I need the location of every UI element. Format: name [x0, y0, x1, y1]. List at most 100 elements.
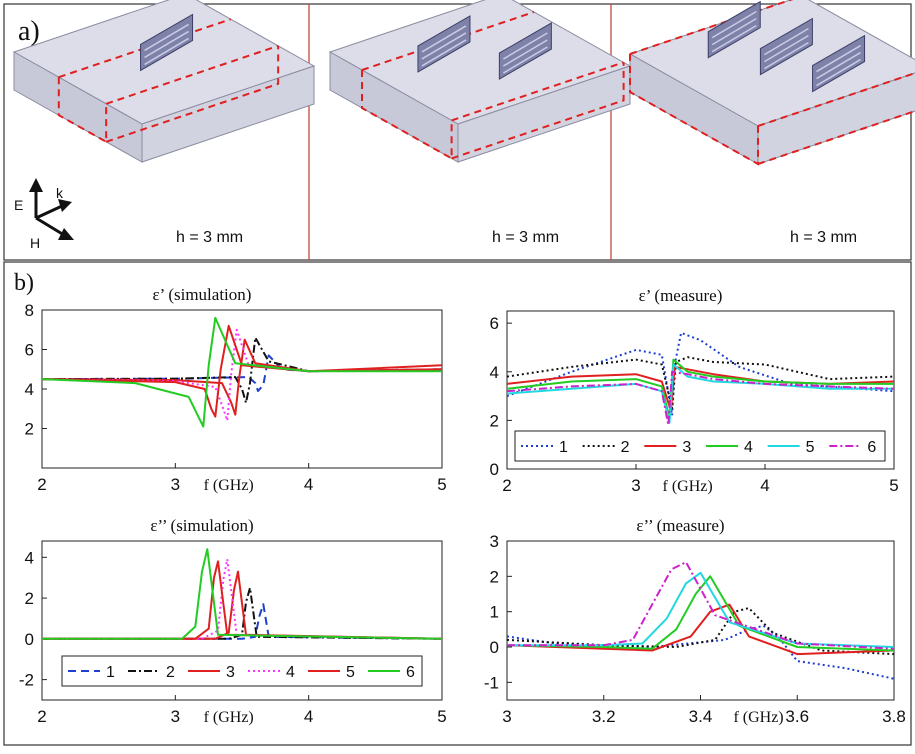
x-tick-label: 5	[437, 707, 446, 726]
legend-box	[514, 430, 886, 462]
y-tick-label: 6	[25, 341, 34, 360]
panel-a-frame	[3, 3, 912, 261]
axis-e-label: E	[14, 197, 23, 213]
resonator-strip	[421, 39, 467, 67]
height-label-3: h = 3 mm	[790, 229, 857, 246]
y-tick-label: 4	[25, 548, 34, 567]
y-tick-label: 0	[25, 630, 34, 649]
y-tick-label: 2	[490, 411, 499, 430]
axis-h-label: H	[30, 235, 40, 251]
series-group	[507, 331, 894, 427]
series-group	[42, 316, 442, 428]
resonator-1	[707, 0, 761, 59]
resonator-body	[707, 0, 761, 59]
resonator-body	[417, 15, 471, 73]
resonator-2	[759, 17, 813, 76]
chart-3: 2 3 4 5 -2 0 2 4 ε’’ (simulation) f (GHz) 1 2 3 4 5 6	[19, 516, 447, 726]
chart-title: ε’ (measure)	[639, 286, 723, 305]
y-tick-label: 0	[490, 460, 499, 479]
x-tick-label: 3	[631, 476, 640, 495]
y-tick-label: 6	[490, 314, 499, 333]
x-tick-label: 3	[171, 475, 180, 494]
y-tick-label: 2	[490, 567, 499, 586]
legend: 1 2 3 4 5 6	[514, 430, 886, 462]
legend-label-2: 2	[621, 439, 630, 456]
resonator-1	[140, 13, 194, 72]
substrate-box-1	[12, 0, 316, 163]
y-tick-label: -1	[484, 673, 499, 692]
cell-boundary-right	[105, 44, 279, 105]
legend-label-4: 4	[286, 664, 295, 681]
resonator-body	[759, 17, 813, 76]
height-label-1: h = 3 mm	[176, 229, 243, 246]
y-tick-label: 2	[25, 589, 34, 608]
resonator-body	[498, 22, 552, 80]
resonator-strip	[711, 17, 757, 46]
legend-box	[61, 655, 423, 687]
chart-title: ε’’ (measure)	[636, 516, 724, 535]
resonator-strip	[764, 41, 809, 70]
legend-label-1: 1	[106, 664, 115, 681]
legend-label-5: 5	[806, 439, 815, 456]
resonator-2	[498, 22, 552, 80]
x-tick-label: 4	[304, 475, 313, 494]
cell-boundary-side	[451, 62, 625, 160]
box-side	[141, 65, 315, 163]
series-line-6	[507, 561, 894, 650]
field-orientation-icon: E k H	[14, 178, 74, 251]
cell-boundary-side	[105, 45, 280, 143]
panel-b-frame	[3, 261, 912, 746]
resonator-strip	[711, 10, 757, 39]
y-tick-label: 0	[490, 638, 499, 657]
box-side	[457, 65, 631, 163]
resonator-strip	[421, 25, 467, 53]
resonator-body	[140, 13, 194, 72]
chart-title: ε’ (simulation)	[153, 285, 252, 304]
cell-boundary-front	[57, 77, 108, 144]
legend-label-5: 5	[346, 664, 355, 681]
substrate-box-2	[328, 0, 632, 163]
resonator-strip	[816, 58, 861, 87]
resonator-boxes	[12, 0, 915, 166]
legend-label-3: 3	[226, 664, 235, 681]
legend-label-3: 3	[682, 439, 691, 456]
y-tick-label: 2	[25, 420, 34, 439]
plot-area	[41, 309, 443, 469]
series-line-2	[42, 336, 442, 404]
resonator-strip	[144, 37, 189, 66]
height-label-2: h = 3 mm	[492, 229, 559, 246]
y-tick-label: 3	[490, 532, 499, 551]
resonator-strip	[502, 32, 548, 60]
x-tick-label: 3.2	[592, 707, 616, 726]
resonator-strip	[144, 23, 189, 52]
panel-b-label: b)	[14, 270, 34, 296]
x-tick-label: 2	[37, 707, 46, 726]
resonator-strip	[816, 51, 861, 80]
x-tick-label: 4	[760, 476, 769, 495]
legend-label-4: 4	[744, 439, 753, 456]
cell-boundary-left	[629, 0, 794, 55]
chart-4: 3 3.2 3.4 3.6 3.8 -1 0 1 2 3 ε’’ (measure) f (GHz)	[484, 516, 906, 726]
x-tick-label: 3	[502, 707, 511, 726]
cell-boundary-right	[757, 72, 915, 127]
legend-label-1: 1	[559, 439, 568, 456]
cell-boundary-side	[757, 110, 915, 165]
resonator-body	[812, 34, 866, 93]
series-line-3	[507, 603, 894, 656]
series-line-4	[507, 358, 894, 419]
resonator-strip	[421, 32, 467, 60]
cell-boundary-right	[451, 61, 624, 122]
resonator-strip	[764, 27, 809, 56]
resonator-strip	[764, 34, 809, 63]
x-tick-label: 3	[171, 707, 180, 726]
resonator-1	[417, 15, 471, 73]
cell-boundary-front	[361, 70, 453, 161]
x-tick-label: 3.8	[882, 707, 906, 726]
series-line-6	[507, 370, 894, 427]
substrate-box-3	[628, 0, 915, 166]
x-tick-label: 2	[37, 475, 46, 494]
resonator-strip	[711, 24, 757, 53]
series-line-2	[507, 356, 894, 410]
y-tick-label: -2	[19, 671, 34, 690]
